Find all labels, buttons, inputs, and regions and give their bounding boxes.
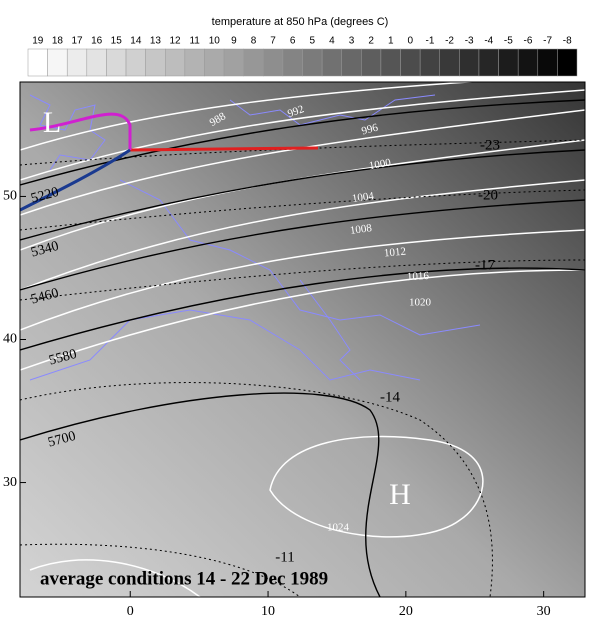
colorbar-label: 0 — [408, 36, 414, 47]
colorbar-swatch — [321, 48, 342, 77]
map-area — [20, 82, 585, 597]
colorbar-label: 19 — [32, 36, 44, 47]
x-tick-label: 30 — [537, 604, 551, 619]
height-contours — [20, 99, 585, 597]
isobar-label: 992 — [286, 103, 306, 120]
colorbar-swatch — [557, 48, 578, 77]
colorbar-swatch — [223, 48, 244, 77]
isobar-label: 1020 — [409, 297, 432, 309]
isobar-label: 1000 — [368, 157, 392, 173]
colorbar-swatch — [204, 48, 225, 77]
temperature-label: -14 — [380, 389, 400, 405]
colorbar-label: 3 — [349, 36, 355, 47]
colorbar-swatch — [439, 48, 460, 77]
pressure-center: H — [389, 478, 411, 511]
colorbar-label: 13 — [150, 36, 162, 47]
colorbar-swatch — [145, 48, 166, 77]
colorbar-label: 2 — [368, 36, 374, 47]
colorbar-label: 17 — [71, 36, 83, 47]
colorbar-swatch — [400, 48, 421, 77]
height-label: 5580 — [47, 347, 78, 369]
colorbar-swatch — [341, 48, 362, 77]
colorbar-label: -4 — [484, 36, 493, 47]
colorbar-swatch — [459, 48, 480, 77]
temperature-label: -11 — [275, 549, 294, 565]
colorbar-swatch — [165, 48, 186, 77]
colorbar-swatch — [125, 48, 146, 77]
height-label: 5220 — [29, 185, 60, 207]
height-label: 5340 — [29, 239, 60, 261]
temperature-label: -17 — [475, 257, 495, 273]
occluded-front — [29, 112, 132, 150]
isobar-label: 1016 — [407, 270, 430, 283]
colorbar-label: 1 — [388, 36, 394, 47]
colorbar-label: 5 — [310, 36, 316, 47]
colorbar-swatch — [498, 48, 519, 77]
colorbar-label: 8 — [251, 36, 257, 47]
colorbar-label: 4 — [329, 36, 335, 47]
colorbar-label: 6 — [290, 36, 296, 47]
temperature-field — [20, 82, 585, 597]
colorbar-label: 18 — [52, 36, 64, 47]
isobar-label: 1008 — [349, 222, 373, 237]
colorbar-label: 14 — [130, 36, 142, 47]
colorbar-label: -2 — [445, 36, 454, 47]
colorbar-swatch — [86, 48, 107, 77]
colorbar-swatch — [380, 48, 401, 77]
colorbar-swatch — [263, 48, 284, 77]
colorbar-label: 15 — [111, 36, 123, 47]
y-tick-label: 50 — [3, 189, 17, 204]
colorbar-label: 9 — [231, 36, 237, 47]
colorbar-label: -8 — [563, 36, 572, 47]
height-label: 5700 — [46, 429, 77, 451]
y-tick-label: 30 — [3, 475, 17, 490]
cold-front — [20, 148, 131, 212]
colorbar-swatch — [106, 48, 127, 77]
colorbar-swatch — [478, 48, 499, 77]
colorbar-swatch — [27, 48, 48, 77]
isobar-label: 1004 — [351, 190, 375, 205]
isobar-label: 1024 — [327, 522, 350, 534]
colorbar-label: -3 — [465, 36, 474, 47]
x-tick-label: 0 — [127, 604, 134, 619]
colorbar-label: 12 — [169, 36, 181, 47]
colorbar-label: -5 — [504, 36, 513, 47]
colorbar-swatch — [66, 48, 88, 77]
colorbar-swatch — [302, 48, 323, 77]
pressure-center: L — [43, 106, 61, 139]
colorbar-swatch — [184, 48, 205, 77]
isobar-label: 996 — [360, 121, 380, 137]
colorbar-swatch — [419, 48, 440, 77]
colorbar-label: 7 — [270, 36, 276, 47]
coastlines — [29, 94, 481, 381]
y-tick-label: 40 — [3, 332, 17, 347]
isobars — [20, 82, 585, 597]
colorbar-swatch — [517, 48, 539, 77]
colorbar-swatch — [361, 48, 382, 77]
x-tick-label: 20 — [399, 604, 413, 619]
colorbar-label: -6 — [524, 36, 533, 47]
colorbar-swatch — [47, 48, 68, 77]
colorbar-label: -7 — [543, 36, 552, 47]
colorbar: 19 18 17 16 15 14 13 12 11 10 9 8 7 6 5 4 3 2 1 0 -1 -2 -3 -4 -5… — [27, 36, 578, 77]
caption: average conditions 14 - 22 Dec 1989 — [40, 568, 328, 589]
isobar-label: 1012 — [383, 246, 406, 260]
colorbar-swatch — [282, 48, 303, 77]
colorbar-label: -1 — [425, 36, 434, 47]
colorbar-label: 16 — [91, 36, 103, 47]
x-tick-label: 10 — [261, 604, 275, 619]
height-label: 5460 — [29, 286, 60, 308]
colorbar-title: temperature at 850 hPa (degrees C) — [212, 16, 389, 28]
colorbar-swatch — [537, 48, 558, 77]
warm-front — [129, 146, 319, 152]
colorbar-swatch — [243, 48, 264, 77]
temperature-label: -23 — [480, 137, 500, 153]
colorbar-label: 10 — [209, 36, 221, 47]
temperature-label: -20 — [478, 187, 498, 203]
colorbar-label: 11 — [189, 36, 200, 47]
